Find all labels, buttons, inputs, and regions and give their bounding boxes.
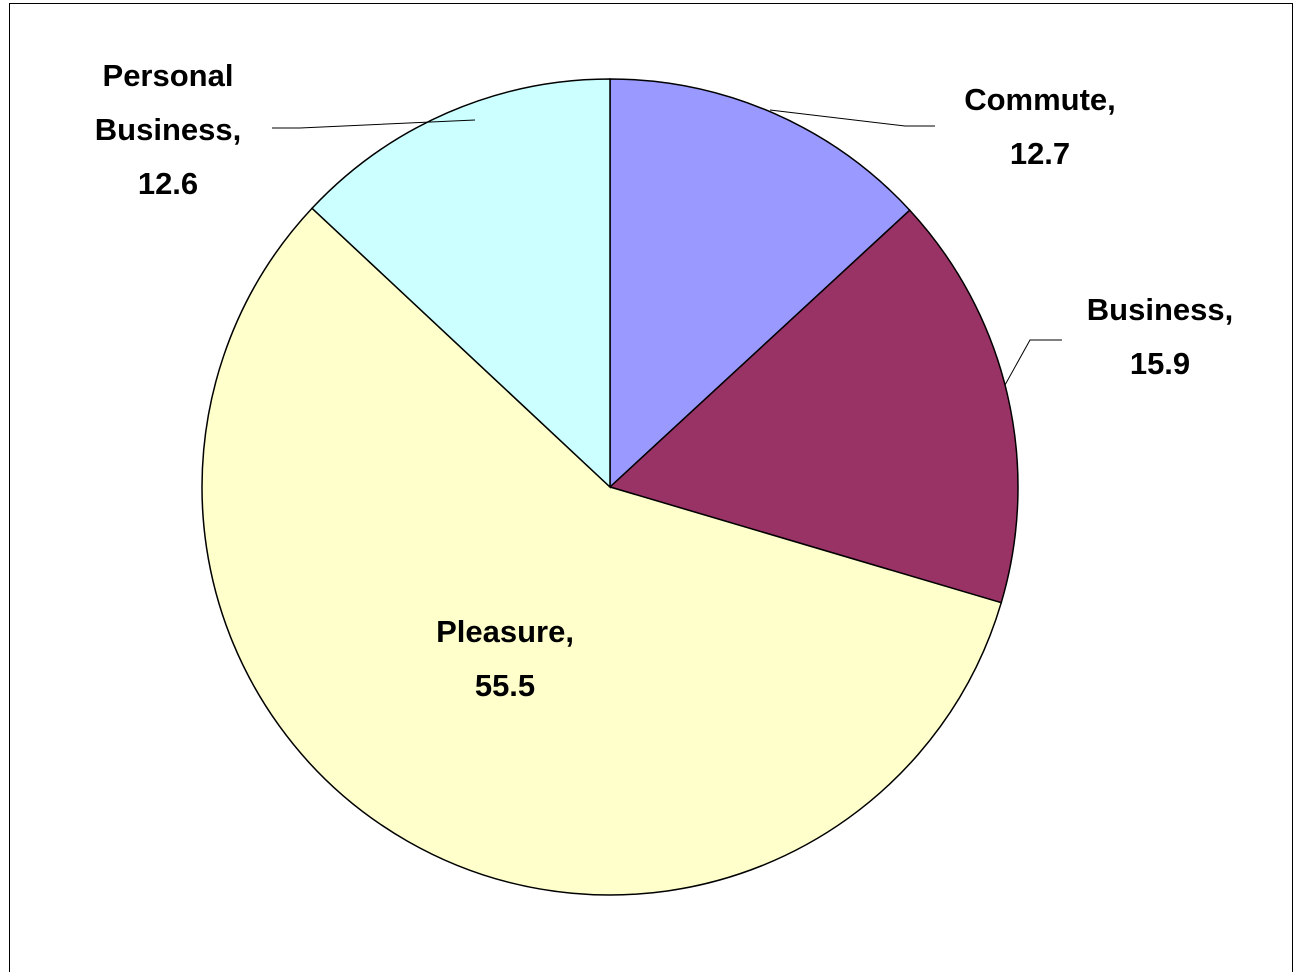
- data-label: Pleasure, 55.5: [436, 614, 574, 703]
- data-label: Personal Business, 12.6: [95, 58, 241, 201]
- data-label: Commute, 12.7: [964, 82, 1116, 171]
- value-label: 15.9: [1130, 346, 1190, 381]
- category-label: Pleasure,: [436, 614, 574, 649]
- value-label: 12.7: [1010, 136, 1070, 171]
- pie-slice: [608, 209, 1019, 604]
- leader-line: [1004, 339, 1062, 386]
- data-label: Business, 15.9: [1087, 292, 1233, 381]
- value-label: 55.5: [475, 668, 535, 703]
- category-label: Personal Business,: [95, 58, 241, 147]
- category-label: Business,: [1087, 292, 1233, 327]
- leader-line: [272, 119, 476, 129]
- value-label: 12.6: [138, 166, 198, 201]
- pie-slice: [310, 78, 611, 489]
- category-label: Commute,: [964, 82, 1116, 117]
- pie-slice: [609, 78, 911, 489]
- leader-line: [769, 109, 935, 127]
- pie-slice: [201, 207, 1003, 896]
